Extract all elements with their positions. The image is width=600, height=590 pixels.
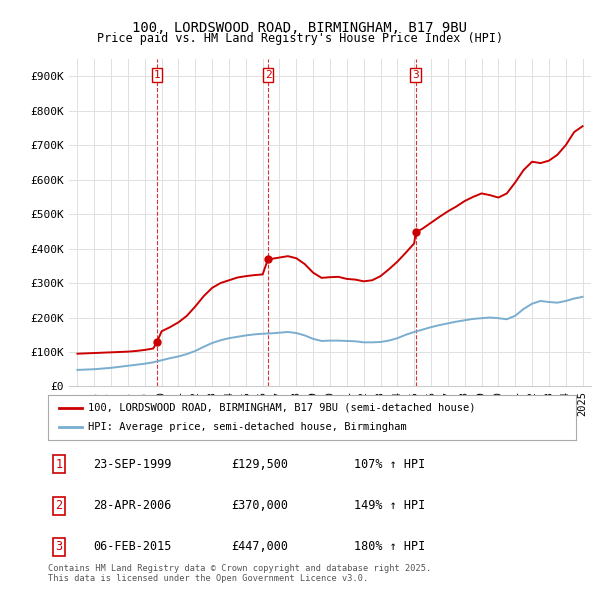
Text: Price paid vs. HM Land Registry's House Price Index (HPI): Price paid vs. HM Land Registry's House …	[97, 32, 503, 45]
Text: 2: 2	[55, 499, 62, 512]
Text: 149% ↑ HPI: 149% ↑ HPI	[354, 499, 425, 512]
Text: £370,000: £370,000	[231, 499, 288, 512]
Text: 3: 3	[412, 70, 419, 80]
Text: 06-FEB-2015: 06-FEB-2015	[93, 540, 172, 553]
Text: 28-APR-2006: 28-APR-2006	[93, 499, 172, 512]
Text: 23-SEP-1999: 23-SEP-1999	[93, 458, 172, 471]
Text: 3: 3	[55, 540, 62, 553]
Text: 100, LORDSWOOD ROAD, BIRMINGHAM, B17 9BU (semi-detached house): 100, LORDSWOOD ROAD, BIRMINGHAM, B17 9BU…	[88, 403, 475, 412]
Text: HPI: Average price, semi-detached house, Birmingham: HPI: Average price, semi-detached house,…	[88, 422, 406, 432]
Text: Contains HM Land Registry data © Crown copyright and database right 2025.
This d: Contains HM Land Registry data © Crown c…	[48, 563, 431, 583]
Text: 1: 1	[55, 458, 62, 471]
Text: 2: 2	[265, 70, 271, 80]
Text: 1: 1	[154, 70, 160, 80]
Text: 180% ↑ HPI: 180% ↑ HPI	[354, 540, 425, 553]
Text: 100, LORDSWOOD ROAD, BIRMINGHAM, B17 9BU: 100, LORDSWOOD ROAD, BIRMINGHAM, B17 9BU	[133, 21, 467, 35]
Text: £447,000: £447,000	[231, 540, 288, 553]
Text: £129,500: £129,500	[231, 458, 288, 471]
Text: 107% ↑ HPI: 107% ↑ HPI	[354, 458, 425, 471]
